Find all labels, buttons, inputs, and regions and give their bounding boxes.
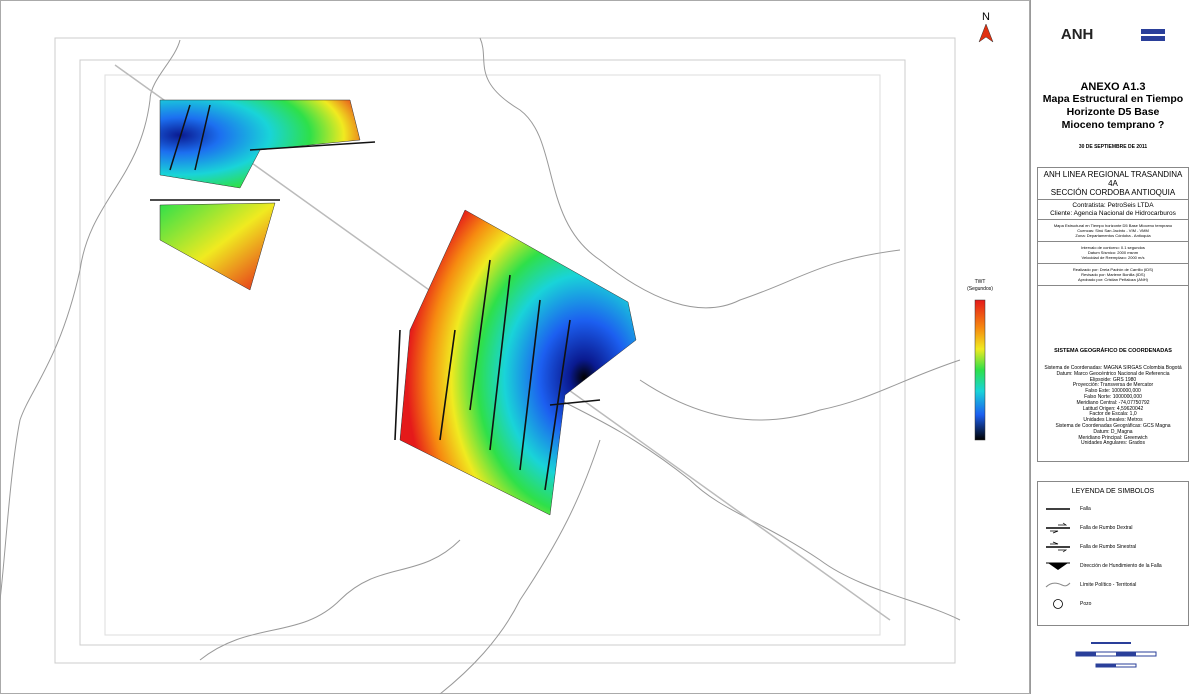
detail-group: Mapa Estructural en Tiempo horizonte D5 …: [1038, 220, 1188, 242]
title-line: Mioceno temprano ?: [1037, 119, 1189, 132]
page: TWT (Segundos) N ANH ANEXO A1.3 Mapa Est…: [0, 0, 1194, 694]
detail-group: Realizado por: Dreia Padrón de Carrillo …: [1038, 264, 1188, 286]
title-line: Mapa Estructural en Tiempo: [1037, 93, 1189, 106]
legend-label: Falla: [1080, 506, 1091, 512]
legend-label: Falla de Rumbo Sinestral: [1080, 544, 1136, 550]
client-line: Cliente: Agencia Nacional de Hidrocarbur…: [1038, 210, 1188, 218]
legend-label: Límite Político - Territorial: [1080, 582, 1136, 588]
detail-line: Velocidad de Reemplazo: 2000 m/s: [1038, 255, 1188, 260]
date: 30 DE SEPTIEMBRE DE 2011: [1037, 144, 1189, 150]
legend-row: Dirección de Hundimiento de la Falla: [1038, 556, 1188, 575]
coordinate-line: Unidades Angulares: Grados: [1038, 441, 1188, 447]
legend-label: Pozo: [1080, 601, 1091, 607]
scale-bar: [1071, 640, 1161, 680]
info-panel: ANH ANEXO A1.3 Mapa Estructural en Tiemp…: [1030, 0, 1194, 694]
legend-row: Pozo: [1038, 594, 1188, 613]
title-line: Horizonte D5 Base: [1037, 106, 1189, 119]
logo: ANH: [1061, 26, 1094, 43]
client-line: Contratista: PetroSeis LTDA: [1038, 202, 1188, 210]
project-line: ANH LINEA REGIONAL TRASANDINA 4A: [1038, 170, 1188, 188]
title-block: ANH ANEXO A1.3 Mapa Estructural en Tiemp…: [1037, 8, 1189, 166]
legend-row: Falla de Rumbo Sinestral: [1038, 537, 1188, 556]
legend-heading: LEYENDA DE SIMBOLOS: [1038, 488, 1188, 495]
legend-row: Falla: [1038, 499, 1188, 518]
colorbar-title: TWT: [975, 279, 986, 285]
detail-line: Zona: Departamentos Córdoba - Antioquia: [1038, 233, 1188, 238]
map: TWT (Segundos) N: [0, 0, 1030, 694]
north-label: N: [982, 11, 990, 23]
legend-row: Falla de Rumbo Dextral: [1038, 518, 1188, 537]
legend-label: Dirección de Hundimiento de la Falla: [1080, 563, 1162, 569]
coordinates-heading: SISTEMA GEOGRÁFICO DE COORDENADAS: [1038, 348, 1188, 354]
colorbar-unit: (Segundos): [967, 286, 993, 292]
annex: ANEXO A1.3: [1037, 81, 1189, 93]
legend-row: Límite Político - Territorial: [1038, 575, 1188, 594]
legend-label: Falla de Rumbo Dextral: [1080, 525, 1133, 531]
legend-block: LEYENDA DE SIMBOLOS Falla Falla de Rumbo…: [1037, 481, 1189, 626]
detail-line: Aprobado por: Cristian Peñaloza (ANH): [1038, 277, 1188, 282]
partner-logo: [1141, 29, 1165, 41]
project-line: SECCIÓN CORDOBA ANTIOQUIA: [1038, 188, 1188, 197]
